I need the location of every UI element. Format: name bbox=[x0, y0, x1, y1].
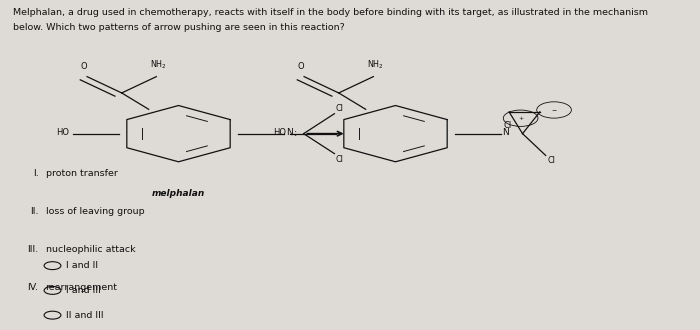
Text: loss of leaving group: loss of leaving group bbox=[46, 207, 144, 216]
Text: −: − bbox=[552, 108, 556, 113]
Text: proton transfer: proton transfer bbox=[46, 169, 118, 178]
Text: melphalan: melphalan bbox=[152, 189, 205, 198]
Text: II.: II. bbox=[30, 207, 38, 216]
Text: O: O bbox=[298, 62, 304, 71]
Text: I and II: I and II bbox=[66, 261, 99, 270]
Text: I.: I. bbox=[33, 169, 38, 178]
Text: Cl: Cl bbox=[336, 154, 344, 164]
Text: IV.: IV. bbox=[27, 282, 38, 292]
Text: O: O bbox=[80, 62, 87, 71]
Text: NH$_2$: NH$_2$ bbox=[367, 59, 384, 71]
Text: N: N bbox=[502, 128, 509, 138]
Text: HO: HO bbox=[273, 128, 286, 138]
Text: +: + bbox=[518, 116, 524, 121]
Text: nucleophilic attack: nucleophilic attack bbox=[46, 245, 135, 254]
Text: Cl: Cl bbox=[504, 121, 512, 130]
Text: :: : bbox=[294, 128, 298, 138]
Text: rearrangement: rearrangement bbox=[46, 282, 118, 292]
Text: Cl: Cl bbox=[547, 156, 555, 165]
Text: Cl: Cl bbox=[336, 104, 344, 113]
Text: below. Which two patterns of arrow pushing are seen in this reaction?: below. Which two patterns of arrow pushi… bbox=[13, 23, 344, 32]
Text: II and III: II and III bbox=[66, 311, 104, 320]
Text: NH$_2$: NH$_2$ bbox=[150, 59, 167, 71]
Text: HO: HO bbox=[56, 128, 69, 138]
Text: Melphalan, a drug used in chemotherapy, reacts with itself in the body before bi: Melphalan, a drug used in chemotherapy, … bbox=[13, 8, 648, 17]
Text: I and III: I and III bbox=[66, 286, 102, 295]
Text: III.: III. bbox=[27, 245, 38, 254]
Text: N: N bbox=[286, 128, 293, 138]
